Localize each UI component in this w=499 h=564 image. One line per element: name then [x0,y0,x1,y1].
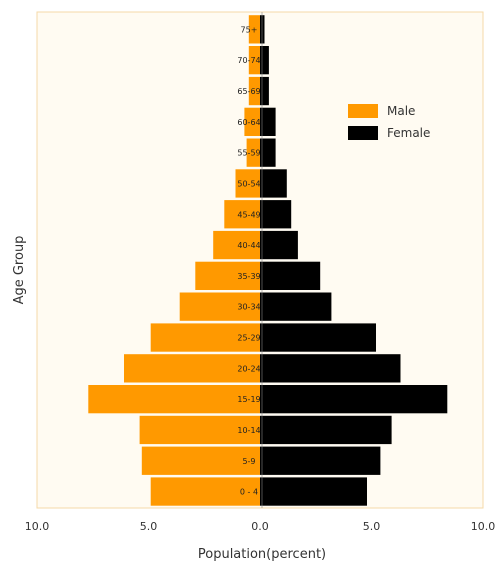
bar-female-10 [260,169,287,198]
bar-female-4 [260,354,401,383]
bar-female-3 [260,385,448,414]
age-group-label-8: 40-44 [237,241,260,250]
age-group-label-2: 10-14 [237,426,260,435]
x-tick-label-2: 0.0 [251,520,269,533]
bar-male-8 [213,230,260,260]
bar-male-10 [235,169,260,198]
bar-female-2 [260,415,392,445]
bar-male-2 [139,415,260,445]
bar-female-11 [260,138,276,167]
x-tick-label-1: 5.0 [140,520,158,533]
legend: Male Female [348,104,430,140]
bars-layer [88,15,448,506]
bar-male-9 [224,200,260,229]
legend-swatch-male [348,104,378,118]
bar-female-1 [260,446,381,475]
bar-male-0 [150,477,260,506]
age-group-label-14: 70-74 [237,56,260,65]
age-group-label-12: 60-64 [237,118,260,127]
bar-female-12 [260,107,276,136]
age-group-label-15: 75+ [241,25,258,34]
bar-female-5 [260,323,376,352]
bar-male-5 [150,323,260,352]
bar-male-7 [195,261,260,290]
age-group-label-4: 20-24 [237,364,260,373]
bar-female-0 [260,477,367,506]
age-group-label-1: 5-9 [242,457,255,466]
legend-label-male: Male [387,104,415,118]
bar-male-14 [248,46,260,75]
bar-female-14 [260,46,269,75]
bar-female-13 [260,76,269,106]
age-labels-layer: 0 - 4 5-9 10-14 15-19 20-24 25-29 30-34 35-39 40… [237,25,260,496]
age-group-label-5: 25-29 [237,334,260,343]
age-group-label-13: 65-69 [237,87,260,96]
x-tick-label-3: 5.0 [363,520,381,533]
bar-female-8 [260,230,298,260]
age-group-label-7: 35-39 [237,272,260,281]
bar-male-4 [124,354,260,383]
age-group-label-10: 50-54 [237,180,260,189]
age-group-label-9: 45-49 [237,210,260,219]
bar-female-6 [260,292,332,321]
age-group-label-3: 15-19 [237,395,260,404]
bar-male-12 [244,107,260,136]
bar-male-15 [248,15,260,44]
legend-swatch-female [348,126,378,140]
bar-female-9 [260,200,292,229]
bar-male-6 [179,292,260,321]
x-axis-title: Population(percent) [198,547,326,562]
age-group-label-11: 55-59 [237,149,260,158]
x-ticks-layer: 10.0 5.0 0.0 5.0 10.0 [25,520,496,533]
age-group-label-0: 0 - 4 [240,488,258,497]
x-tick-label-0: 10.0 [25,520,50,533]
y-axis-title: Age Group [12,236,27,305]
bar-male-1 [141,446,260,475]
bar-male-11 [246,138,260,167]
age-group-label-6: 30-34 [237,303,260,312]
legend-label-female: Female [387,126,430,140]
bar-male-13 [248,76,260,106]
bar-female-7 [260,261,321,290]
x-tick-label-4: 10.0 [471,520,496,533]
bar-male-3 [88,385,260,414]
